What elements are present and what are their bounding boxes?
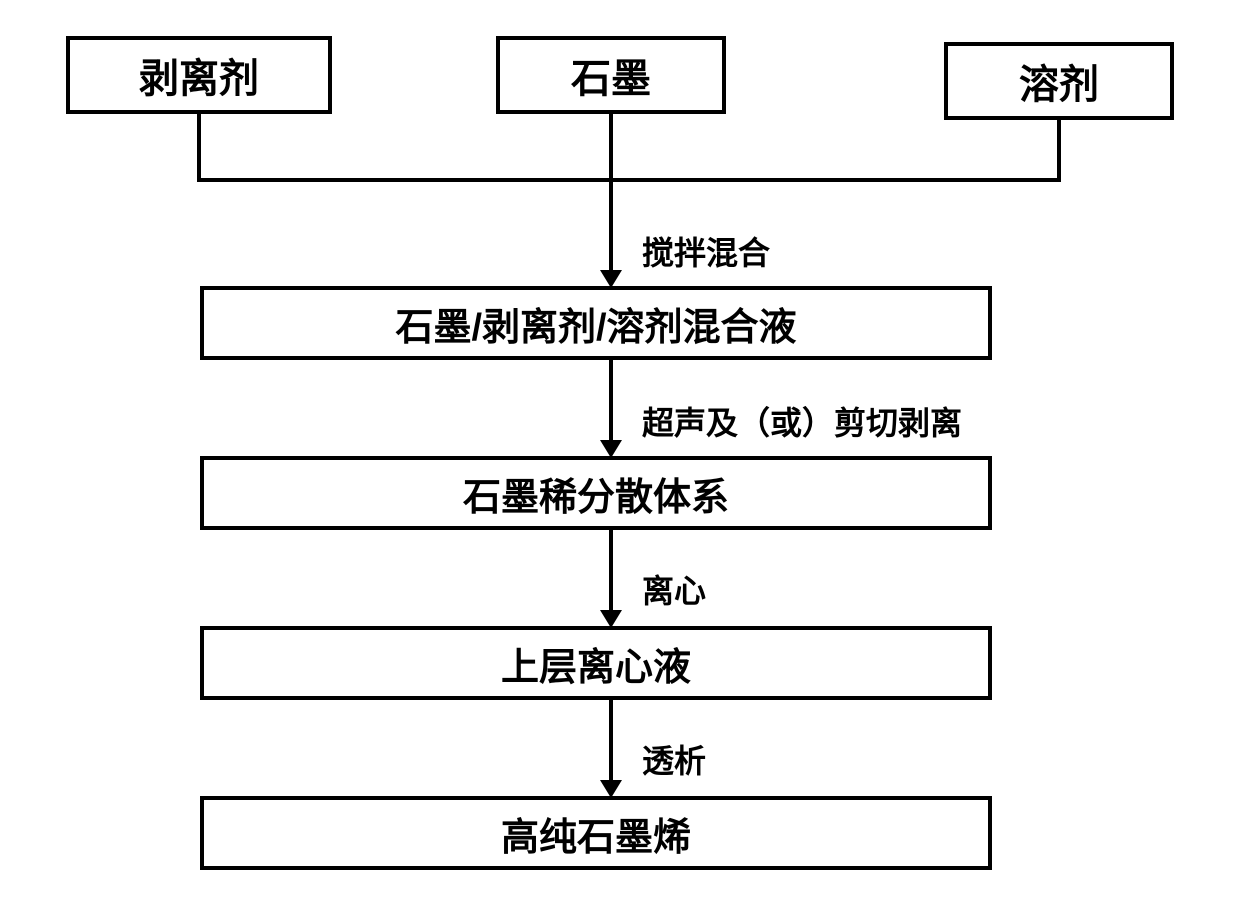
edge-label-product: 透析	[642, 736, 706, 782]
edge-label-disperse: 超声及（或）剪切剥离	[642, 398, 962, 444]
node-centrif: 上层离心液	[200, 626, 992, 700]
node-label: 石墨	[571, 46, 651, 104]
edge-label-centrif: 离心	[642, 566, 706, 612]
node-label: 剥离剂	[139, 46, 259, 104]
node-label: 溶剂	[1019, 52, 1099, 110]
flowchart-container: 剥离剂 石墨 溶剂 搅拌混合 石墨/剥离剂/溶剂混合液 超声及（或）剪切剥离 石…	[0, 0, 1240, 914]
node-input-center: 石墨	[496, 36, 726, 114]
node-product: 高纯石墨烯	[200, 796, 992, 870]
node-label: 高纯石墨烯	[501, 806, 691, 861]
node-disperse: 石墨稀分散体系	[200, 456, 992, 530]
edge-label-mix: 搅拌混合	[642, 228, 770, 274]
node-label: 石墨/剥离剂/溶剂混合液	[395, 296, 796, 351]
node-input-right: 溶剂	[944, 42, 1174, 120]
node-mix: 石墨/剥离剂/溶剂混合液	[200, 286, 992, 360]
node-label: 上层离心液	[501, 636, 691, 691]
node-input-left: 剥离剂	[66, 36, 332, 114]
node-label: 石墨稀分散体系	[463, 466, 729, 521]
